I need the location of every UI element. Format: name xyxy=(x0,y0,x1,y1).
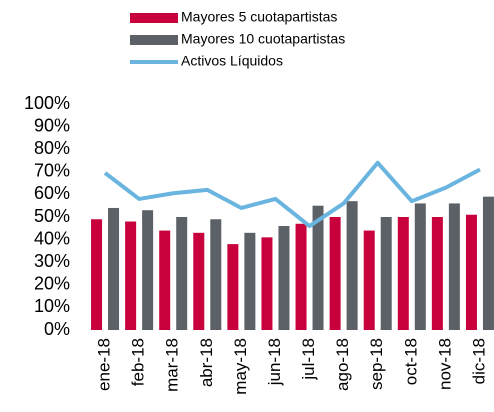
y-tick-label: 30% xyxy=(34,251,70,271)
x-tick-label: may-18 xyxy=(231,338,250,395)
bar xyxy=(227,244,239,330)
x-tick-label: jun-18 xyxy=(265,338,284,386)
legend-label: Mayores 5 cuotapartistas xyxy=(181,9,337,25)
bar xyxy=(125,221,137,330)
x-tick-label: feb-18 xyxy=(129,338,148,386)
bar xyxy=(278,226,290,330)
y-tick-label: 70% xyxy=(34,161,70,181)
y-tick-label: 80% xyxy=(34,138,70,158)
line xyxy=(103,160,481,229)
bar xyxy=(431,217,443,330)
bar xyxy=(193,232,205,330)
x-tick-label: mar-18 xyxy=(163,338,182,392)
bar xyxy=(380,217,392,330)
bar xyxy=(397,217,409,330)
y-tick-label: 0% xyxy=(44,319,70,339)
bar xyxy=(414,203,426,330)
x-tick-label: dic-18 xyxy=(469,338,488,384)
y-tick-label: 10% xyxy=(34,296,70,316)
bar xyxy=(465,214,477,330)
x-tick-label: nov-18 xyxy=(435,338,454,390)
y-tick-label: 90% xyxy=(34,115,70,135)
bar xyxy=(91,219,103,330)
bar xyxy=(329,217,341,330)
legend-label: Activos Líquidos xyxy=(181,53,283,69)
bar xyxy=(176,217,188,330)
legend-swatch xyxy=(130,35,178,45)
x-tick-label: jul-18 xyxy=(299,338,318,381)
bar xyxy=(482,196,494,330)
x-tick-label: sep-18 xyxy=(367,338,386,390)
bar xyxy=(295,223,307,330)
bar xyxy=(346,201,358,330)
bar xyxy=(210,219,222,330)
x-tick-label: oct-18 xyxy=(401,338,420,385)
y-tick-label: 40% xyxy=(34,228,70,248)
legend-label: Mayores 10 cuotapartistas xyxy=(181,31,345,47)
bar xyxy=(448,203,460,330)
x-tick-label: ago-18 xyxy=(333,338,352,391)
bar xyxy=(363,230,375,330)
bar xyxy=(108,207,120,330)
x-tick-label: abr-18 xyxy=(197,338,216,387)
bar xyxy=(244,232,256,330)
y-tick-label: 50% xyxy=(34,206,70,226)
bar xyxy=(312,205,324,330)
x-tick-label: ene-18 xyxy=(95,338,114,391)
bar xyxy=(159,230,171,330)
bar xyxy=(261,237,273,330)
y-tick-label: 60% xyxy=(34,183,70,203)
y-tick-label: 20% xyxy=(34,274,70,294)
legend-swatch xyxy=(130,13,178,23)
y-tick-label: 100% xyxy=(24,93,70,113)
bar xyxy=(142,210,154,330)
